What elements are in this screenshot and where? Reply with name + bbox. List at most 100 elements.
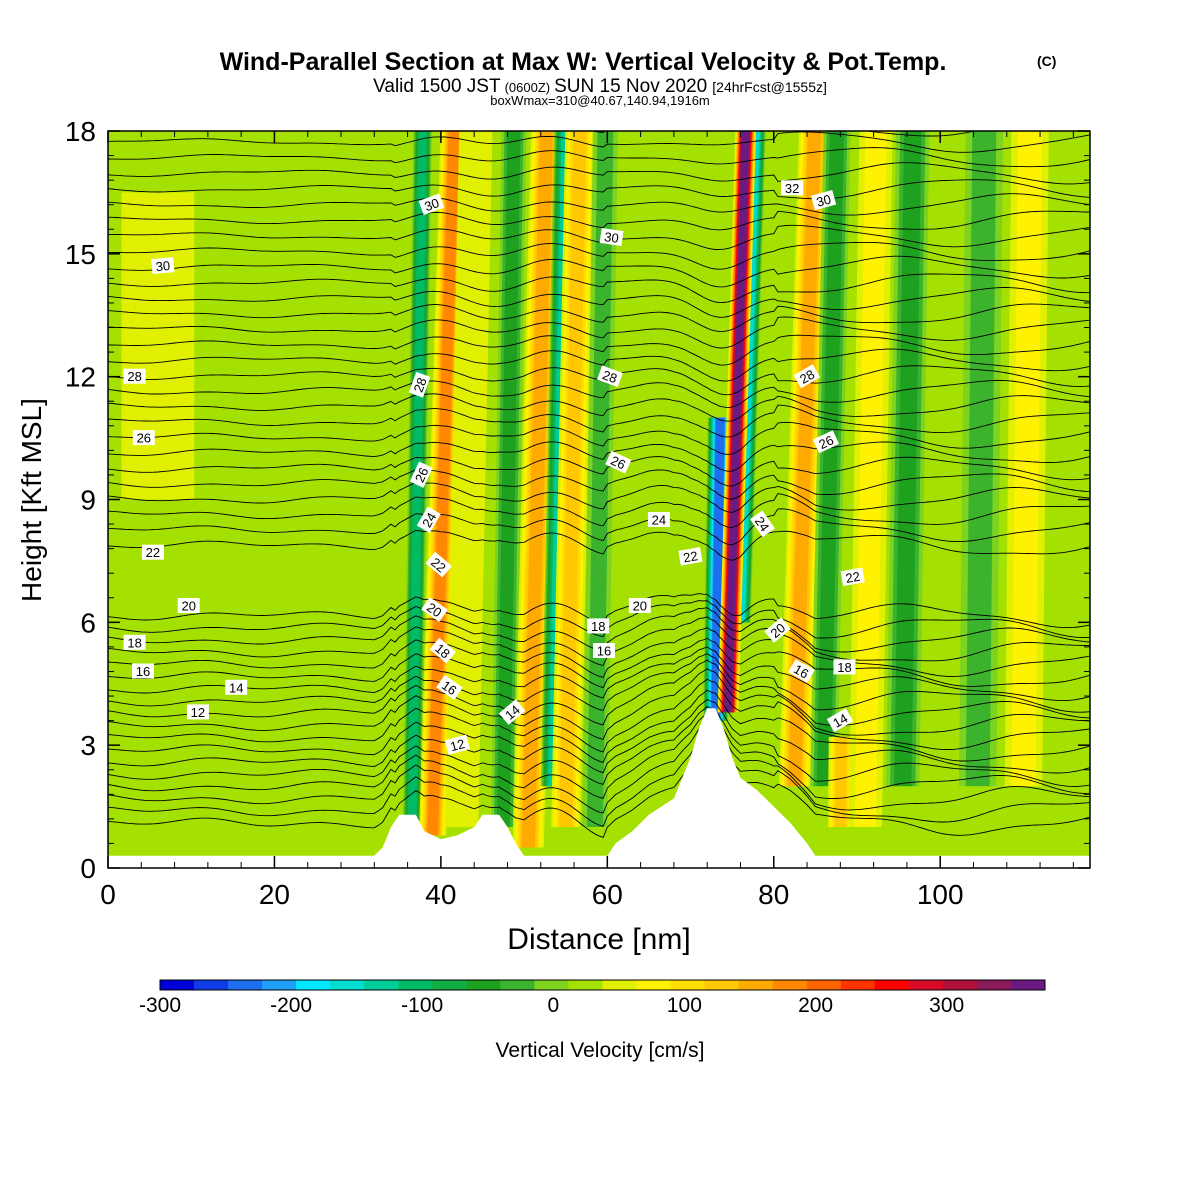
contour-label-22: 22	[678, 547, 703, 566]
contour-label-box	[811, 190, 837, 211]
theta-contours	[108, 131, 1090, 838]
contour-label-text: 20	[424, 600, 444, 621]
theta-contour-line	[108, 493, 1090, 529]
contour-label-box	[812, 430, 840, 454]
x-tick-label: 0	[100, 879, 116, 910]
theta-contour-line	[108, 616, 1090, 666]
contour-label-box	[826, 708, 854, 733]
contour-label-16: 16	[436, 674, 463, 700]
contour-label-box	[599, 228, 624, 246]
contour-label-box	[151, 257, 175, 275]
colorbar-swatch	[534, 980, 569, 990]
velocity-band-3-level-2	[496, 131, 521, 828]
theta-contour-line	[108, 646, 1090, 702]
contour-label-28: 28	[793, 364, 821, 389]
theta-contour-line	[108, 404, 1090, 438]
contour-label-box	[408, 371, 431, 398]
theta-contour-line	[108, 627, 1090, 678]
contour-label-22: 22	[840, 567, 865, 587]
contour-label-text: 24	[652, 513, 666, 528]
contour-label-text: 26	[137, 431, 151, 446]
theta-contour-labels: 30 30 30 30 32 28 28 28 28 26 26 26 26 24 24 24 22 22 22 22…	[123, 180, 865, 755]
theta-contour-line	[108, 334, 1090, 366]
theta-contour-line	[108, 712, 1090, 799]
contour-label-box	[678, 547, 703, 566]
colorbar-swatch	[840, 980, 876, 990]
y-tick-label: 6	[80, 607, 96, 638]
x-axis: 0 20 40 60 80 100	[100, 131, 1074, 910]
contour-label-box	[793, 364, 821, 389]
contour-label-18: 18	[833, 659, 856, 675]
contour-label-28: 28	[408, 371, 431, 398]
chart-title: Wind-Parallel Section at Max W: Vertical…	[220, 48, 947, 76]
contour-label-box	[177, 598, 200, 613]
theta-contour-line	[108, 162, 1090, 185]
theta-contour-line	[108, 224, 1090, 250]
contour-label-text: 16	[136, 664, 150, 679]
theta-contour-line	[108, 529, 1090, 561]
contour-label-text: 22	[844, 569, 861, 586]
colorbar-swatch	[908, 980, 944, 990]
theta-contour-line	[108, 147, 1090, 168]
contour-label-text: 24	[419, 510, 439, 530]
theta-contour-line	[108, 689, 1090, 764]
contour-label-text: 24	[752, 514, 773, 534]
theta-contour-line	[108, 316, 1090, 349]
theta-contour-line	[108, 255, 1090, 288]
contour-label-text: 28	[127, 369, 141, 384]
theta-contour-line	[108, 741, 1090, 838]
y-tick-label: 0	[80, 853, 96, 884]
contour-label-text: 30	[422, 195, 441, 214]
contour-label-box	[587, 618, 610, 634]
contour-label-text: 30	[603, 229, 619, 246]
contour-label-14: 14	[826, 708, 854, 733]
contour-label-16: 16	[788, 659, 815, 684]
contour-label-box	[132, 430, 155, 446]
contour-label-text: 12	[191, 705, 205, 720]
contour-label-16: 16	[593, 643, 615, 659]
y-tick-label: 3	[80, 730, 96, 761]
contour-label-box	[840, 567, 865, 587]
colorbar-tick-label: 300	[929, 994, 964, 1017]
contour-label-18: 18	[587, 618, 610, 634]
contour-label-box	[444, 734, 470, 755]
theta-contour-line	[108, 287, 1090, 318]
theta-contour-line	[108, 210, 1090, 231]
theta-contour-line	[108, 720, 1090, 814]
theta-contour-line	[108, 241, 1090, 270]
colorbar-swatch	[704, 980, 739, 990]
contour-label-20: 20	[764, 617, 791, 643]
x-tick-label: 20	[259, 879, 290, 910]
colorbar-swatch	[976, 980, 1012, 990]
x-tick-label: 100	[917, 879, 964, 910]
colorbar-tick-label: 200	[798, 994, 833, 1017]
contour-label-14: 14	[498, 699, 526, 725]
plot-area: 30 30 30 30 32 28 28 28 28 26 26 26 26 24 24 24 22 22 22 22…	[108, 131, 1090, 868]
contour-label-20: 20	[628, 598, 651, 614]
y-tick-label: 12	[65, 362, 96, 393]
contour-label-text: 26	[608, 453, 627, 473]
colorbar-swatch	[432, 980, 467, 990]
colorbar-swatch	[228, 980, 263, 990]
contour-label-30: 30	[151, 257, 175, 275]
valid-time-line: Valid 1500 JST (0600Z) SUN 15 Nov 2020 [24h…	[373, 76, 827, 97]
contour-label-text: 26	[816, 432, 835, 452]
colorbar-swatch	[262, 980, 297, 990]
colorbar-swatch	[364, 980, 399, 990]
colorbar-swatch	[160, 980, 195, 990]
velocity-band-13-level-3	[834, 736, 847, 828]
contour-label-text: 14	[229, 680, 243, 695]
theta-contour-line	[108, 659, 1090, 726]
contour-label-box	[418, 193, 445, 216]
contour-label-28: 28	[597, 365, 623, 388]
contour-label-30: 30	[599, 228, 624, 246]
theta-contour-line	[108, 678, 1090, 753]
colorbar-swatch	[806, 980, 842, 990]
colorbar-swatch	[670, 980, 705, 990]
contour-label-box	[123, 634, 146, 650]
theta-contour-line	[108, 193, 1090, 216]
contour-label-text: 28	[411, 376, 430, 395]
colorbar-tick-label: -200	[270, 994, 312, 1017]
contour-label-text: 30	[815, 191, 833, 209]
contour-label-box	[764, 617, 791, 643]
